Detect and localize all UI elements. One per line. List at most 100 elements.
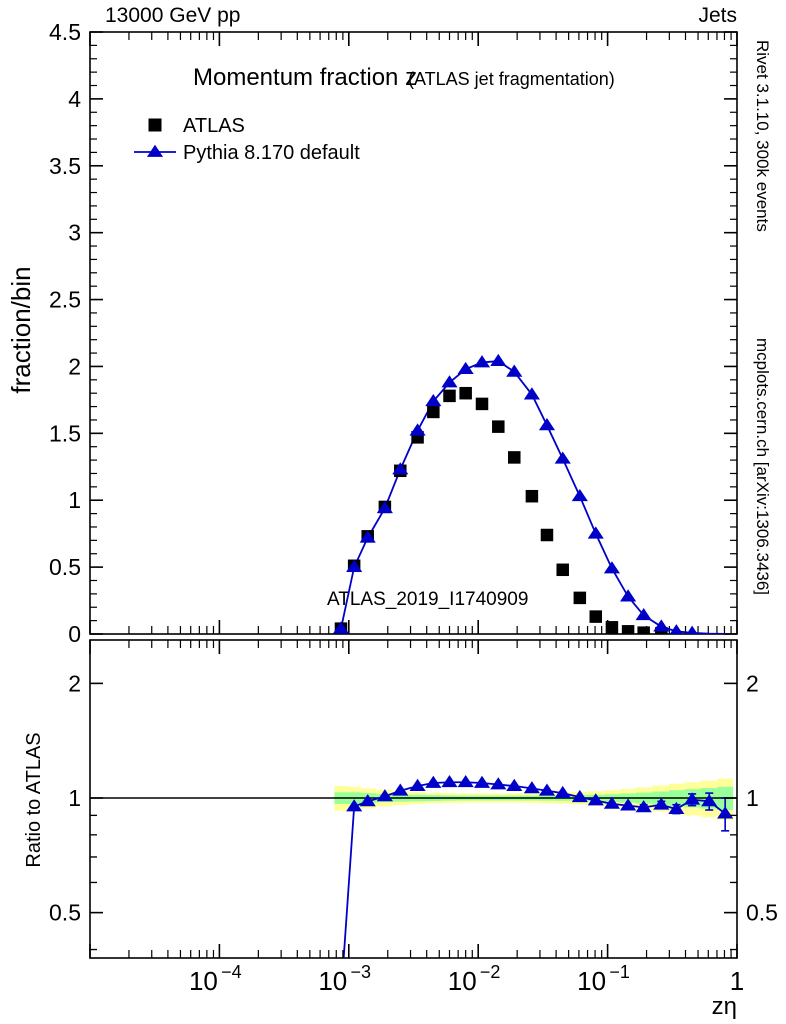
main-plot-frame — [89, 31, 738, 635]
y-tick-label: 0 — [68, 621, 81, 647]
y-tick-label: 4 — [68, 86, 81, 112]
title-main: Momentum fraction z — [193, 64, 417, 91]
mc-point-marker — [538, 783, 556, 796]
y-tick-label: 2.5 — [49, 287, 81, 313]
mc-point-marker — [620, 798, 637, 811]
mc-point-marker — [359, 794, 376, 807]
mc-point-marker — [376, 789, 393, 802]
mc-point-marker — [653, 797, 670, 810]
x-tick-exponent: −3 — [351, 962, 372, 982]
mc-point-marker — [620, 589, 637, 602]
mc-point-marker — [409, 778, 426, 791]
y-tick-label: 3.5 — [49, 153, 81, 179]
x-tick-label: 10 — [448, 966, 477, 996]
data-point-marker — [508, 451, 521, 464]
ratio-points — [346, 774, 734, 819]
ratio-plot-frame — [89, 639, 738, 959]
mc-point-marker — [717, 806, 734, 819]
mc-point-marker — [457, 361, 474, 375]
data-point-marker — [459, 386, 472, 400]
mc-point-marker — [425, 775, 442, 788]
title-subtitle: (ATLAS jet fragmentation) — [408, 69, 615, 89]
mc-point-marker — [635, 800, 652, 813]
analysis-watermark: ATLAS_2019_I1740909 — [327, 589, 528, 610]
mc-point-marker — [490, 353, 507, 367]
y-tick-label: 0.5 — [49, 554, 81, 580]
mc-point-marker — [571, 488, 588, 502]
legend-label-pythia: Pythia 8.170 default — [183, 142, 360, 164]
data-point-marker — [605, 621, 619, 634]
mc-point-marker — [490, 777, 507, 790]
mc-point-marker — [473, 355, 491, 368]
data-point-marker — [475, 397, 489, 411]
mc-point-marker — [684, 792, 701, 805]
x-tick-labels: 10 −4 10 −3 10 −2 10 −1 1 — [189, 962, 744, 996]
mc-point-marker — [669, 624, 683, 634]
mc-point-marker — [668, 801, 685, 815]
mc-point-marker — [506, 364, 523, 377]
source-label: mcplots.cern.ch [arXiv:1306.3436] — [753, 338, 772, 595]
mc-point-marker — [554, 785, 571, 799]
ratio-x-axis — [89, 640, 738, 958]
data-point-marker — [525, 489, 539, 503]
ratio-series-group — [90, 774, 737, 958]
mc-point-marker — [392, 462, 409, 475]
mc-point-marker — [392, 783, 409, 796]
beam-energy-label: 13000 GeV pp — [105, 4, 240, 27]
x-tick-label: 1 — [730, 966, 744, 996]
x-tick-exponent: −4 — [221, 962, 242, 982]
legend: ATLAS Pythia 8.170 default — [134, 115, 360, 164]
mc-point-marker — [346, 799, 363, 812]
data-point-marker — [492, 420, 505, 433]
legend-label-atlas: ATLAS — [183, 115, 245, 137]
mc-point-marker — [376, 500, 393, 514]
main-y-axis-title: fraction/bin — [6, 266, 36, 393]
ratio-y-tick-label: 1 — [68, 785, 81, 811]
mc-point-marker — [571, 789, 588, 803]
y-tick-label: 2 — [68, 353, 81, 379]
category-label: Jets — [698, 4, 737, 27]
mc-point-marker — [603, 561, 620, 574]
mc-point-marker — [146, 144, 164, 157]
mc-point-marker — [701, 794, 718, 807]
generator-label: Rivet 3.1.10, 300k events — [753, 40, 772, 232]
mc-point-marker — [653, 619, 670, 632]
mc-point-marker — [506, 778, 523, 791]
mc-point-marker — [359, 530, 376, 543]
mc-point-marker — [587, 526, 604, 539]
data-point-marker — [148, 118, 162, 132]
ratio-y-tick-label-right: 1 — [746, 785, 759, 811]
main-series-group — [332, 353, 726, 634]
x-tick-label: 10 — [189, 966, 218, 996]
mc-data-points — [332, 353, 698, 634]
mc-point-marker — [346, 559, 363, 573]
y-tick-label: 4.5 — [49, 19, 81, 45]
mc-point-marker — [409, 423, 426, 436]
y-tick-label: 1 — [68, 487, 81, 513]
mc-point-marker — [635, 608, 652, 621]
data-point-marker — [637, 626, 650, 634]
x-axis-title: zη — [712, 993, 737, 1020]
mc-point-marker — [441, 375, 458, 388]
data-point-marker — [573, 591, 587, 605]
x-tick-exponent: −2 — [480, 962, 501, 982]
mc-point-marker — [554, 451, 571, 464]
ratio-y-tick-label-right: 2 — [746, 670, 759, 696]
main-x-axis — [89, 32, 738, 634]
ratio-y-axis: 0.5 0.5 1 1 2 2 — [49, 670, 778, 951]
mc-point-marker — [538, 418, 556, 431]
mc-point-marker — [473, 775, 491, 788]
ratio-y-tick-label-right: 0.5 — [746, 900, 778, 926]
mc-point-marker — [686, 625, 698, 634]
mc-point-marker — [587, 793, 604, 806]
x-tick-exponent: −1 — [609, 962, 630, 982]
mc-point-marker — [332, 621, 350, 634]
main-y-axis: 0 0.5 1 1.5 2 2.5 3 3.5 4 4.5 — [49, 19, 737, 647]
y-tick-label: 1.5 — [49, 420, 81, 446]
data-point-marker — [589, 610, 603, 623]
y-tick-label: 3 — [68, 220, 81, 246]
data-point-marker — [621, 625, 635, 634]
mc-point-marker — [523, 781, 540, 794]
